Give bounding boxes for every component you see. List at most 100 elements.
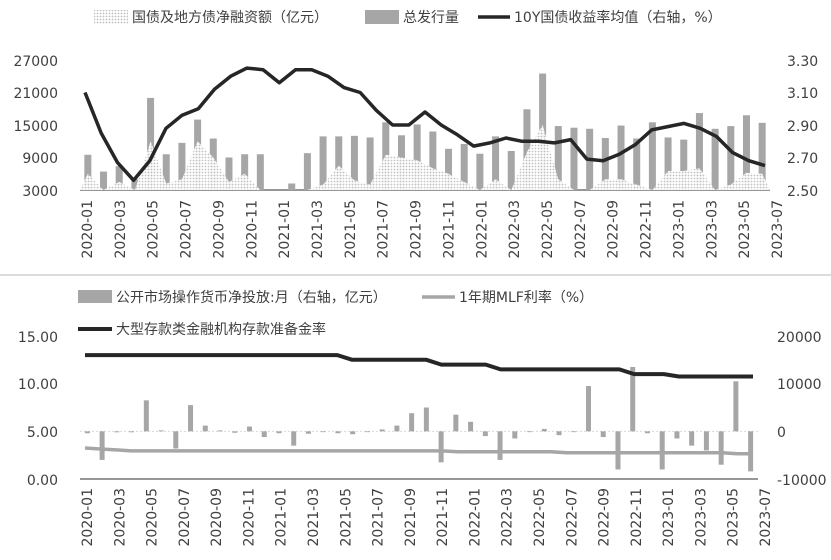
omo-net-bar bbox=[202, 425, 208, 432]
bottom-left-axis: 15.00 10.00 5.00 0.00 bbox=[18, 330, 58, 489]
total-issuance-bar bbox=[100, 171, 108, 190]
omo-net-bar bbox=[541, 428, 547, 432]
bottom-right-tick: 20000 bbox=[777, 330, 822, 346]
omo-net-bar bbox=[261, 431, 267, 438]
top-x-tick-label: 2023-07 bbox=[770, 200, 786, 259]
omo-net-bar bbox=[571, 431, 577, 433]
top-left-tick: 9000 bbox=[22, 151, 58, 167]
omo-net-bar bbox=[512, 431, 518, 439]
top-x-tick-label: 2023-05 bbox=[737, 200, 753, 259]
bottom-right-tick: 10000 bbox=[777, 377, 822, 393]
total-issuance-bar bbox=[695, 113, 703, 190]
total-issuance-bar bbox=[711, 128, 719, 190]
bottom-x-tick-label: 2021-05 bbox=[338, 488, 354, 547]
legend-swatch-net-financing bbox=[94, 10, 128, 24]
total-issuance-bar bbox=[507, 151, 515, 190]
omo-net-bar bbox=[114, 431, 120, 433]
omo-net-bar bbox=[364, 431, 370, 433]
bottom-x-tick-label: 2021-09 bbox=[403, 488, 419, 547]
total-issuance-bar bbox=[366, 137, 374, 190]
legend-swatch-total-issuance bbox=[365, 10, 399, 24]
top-x-tick-label: 2023-03 bbox=[704, 200, 720, 259]
top-x-tick-label: 2021-03 bbox=[310, 200, 326, 259]
total-issuance-bar bbox=[241, 154, 249, 190]
top-x-tick-label: 2023-01 bbox=[671, 200, 687, 259]
top-left-tick: 21000 bbox=[13, 86, 58, 102]
top-x-tick-label: 2021-07 bbox=[376, 200, 392, 259]
top-left-tick: 3000 bbox=[22, 184, 58, 200]
top-right-tick: 2.50 bbox=[787, 184, 818, 200]
top-left-tick: 27000 bbox=[13, 54, 58, 70]
omo-net-bar bbox=[748, 431, 754, 472]
total-issuance-bar bbox=[758, 122, 766, 190]
top-x-tick-label: 2021-11 bbox=[441, 200, 457, 259]
top-x-tick-label: 2021-05 bbox=[343, 200, 359, 259]
total-issuance-bar bbox=[84, 154, 92, 190]
omo-net-bar bbox=[394, 425, 400, 432]
legend-label-omo-net: 公开市场操作货币净投放:月（右轴，亿元） bbox=[116, 289, 387, 306]
omo-net-bar bbox=[350, 431, 356, 435]
omo-net-bar bbox=[423, 407, 429, 432]
bottom-x-axis: 2020-01 2020-03 2020-05 2020-07 2020-09 2020-… bbox=[80, 488, 774, 547]
top-x-tick-label: 2020-07 bbox=[179, 200, 195, 259]
bottom-right-tick: 0 bbox=[777, 425, 786, 441]
omo-net-bar bbox=[99, 431, 105, 460]
omo-net-bar bbox=[497, 431, 503, 460]
bottom-x-tick-label: 2020-03 bbox=[112, 488, 128, 547]
legend-label-10y-yield: 10Y国债收益率均值（右轴，%） bbox=[514, 9, 722, 26]
top-right-tick: 2.90 bbox=[787, 119, 818, 135]
omo-net-bar bbox=[674, 431, 680, 439]
omo-net-bar bbox=[305, 431, 311, 434]
rrr-line bbox=[85, 353, 753, 379]
omo-net-bar bbox=[84, 431, 90, 434]
total-issuance-bar bbox=[554, 126, 562, 190]
bottom-x-tick-label: 2022-09 bbox=[597, 488, 613, 547]
total-issuance-bar bbox=[460, 143, 468, 190]
top-right-tick: 2.70 bbox=[787, 151, 818, 167]
top-x-tick-label: 2022-03 bbox=[507, 200, 523, 259]
omo-net-bar bbox=[320, 431, 326, 433]
bottom-x-tick-label: 2021-11 bbox=[435, 488, 451, 547]
total-issuance-bar bbox=[680, 139, 688, 190]
bottom-x-tick-label: 2020-11 bbox=[241, 488, 257, 547]
total-issuance-bar bbox=[727, 126, 735, 190]
omo-net-bar bbox=[556, 431, 562, 436]
total-issuance-bar bbox=[523, 109, 531, 190]
bottom-x-tick-label: 2020-01 bbox=[80, 488, 96, 547]
total-issuance-bar bbox=[429, 131, 437, 190]
total-issuance-bar bbox=[225, 157, 233, 190]
bottom-x-tick-label: 2022-03 bbox=[500, 488, 516, 547]
total-issuance-bar bbox=[742, 115, 750, 190]
omo-net-bar bbox=[733, 381, 739, 432]
bottom-left-tick: 0.00 bbox=[27, 473, 58, 489]
top-x-tick-label: 2020-01 bbox=[80, 200, 96, 259]
bottom-left-tick: 15.00 bbox=[18, 330, 58, 346]
top-x-tick-label: 2022-07 bbox=[573, 200, 589, 259]
omo-net-bar bbox=[703, 431, 709, 451]
total-issuance-bar bbox=[633, 138, 641, 190]
top-x-tick-label: 2021-01 bbox=[277, 200, 293, 259]
top-right-axis: 3.30 3.10 2.90 2.70 2.50 bbox=[787, 54, 818, 200]
total-issuance-bar bbox=[288, 183, 296, 190]
top-x-tick-label: 2022-01 bbox=[474, 200, 490, 259]
total-issuance-bar bbox=[476, 153, 484, 190]
top-x-tick-label: 2022-09 bbox=[606, 200, 622, 259]
top-x-tick-label: 2020-09 bbox=[211, 200, 227, 259]
bottom-x-tick-label: 2022-01 bbox=[467, 488, 483, 547]
top-plot-area bbox=[80, 66, 770, 191]
bottom-x-tick-label: 2020-09 bbox=[209, 488, 225, 547]
bottom-x-tick-label: 2021-07 bbox=[371, 488, 387, 547]
omo-net-bar bbox=[453, 414, 459, 432]
omo-net-bar bbox=[379, 429, 385, 432]
omo-net-bar bbox=[335, 431, 341, 434]
bottom-right-axis: 20000 10000 0 -10000 bbox=[777, 330, 827, 489]
omo-net-bar bbox=[158, 430, 164, 432]
omo-net-bar bbox=[232, 431, 238, 433]
omo-net-bar bbox=[482, 431, 488, 437]
total-issuance-bar bbox=[617, 125, 625, 190]
omo-net-bar bbox=[630, 366, 636, 432]
omo-net-bar bbox=[217, 430, 223, 432]
omo-net-bar bbox=[586, 386, 591, 432]
